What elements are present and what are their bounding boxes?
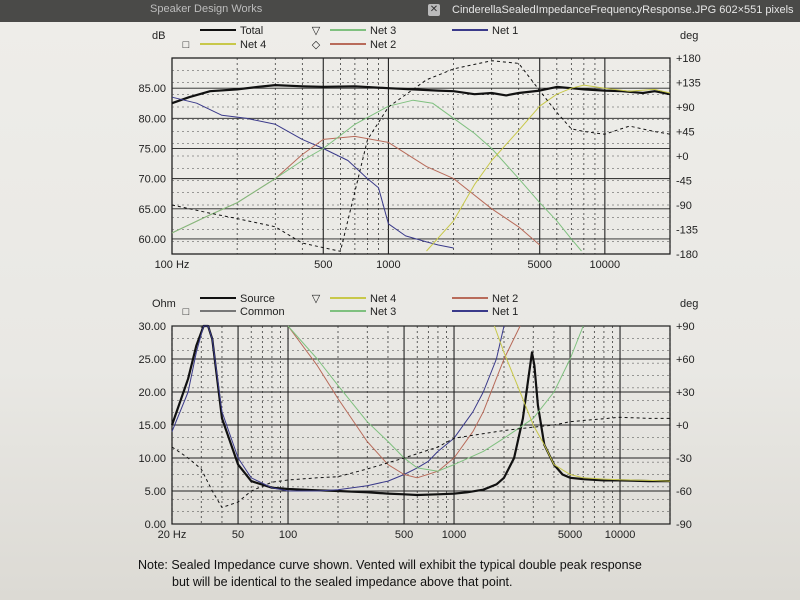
x-tick-label: 100	[279, 529, 297, 541]
series-line-source	[170, 324, 670, 497]
y-tick-label: 70.00	[138, 174, 166, 186]
y-tick-label: 15.00	[138, 420, 166, 432]
y2-axis-label: deg	[680, 30, 698, 42]
x-tick-label: 20 Hz	[158, 529, 187, 541]
x-tick-label: 5000	[558, 529, 582, 541]
legend-label: Net 4	[240, 39, 266, 51]
series-line-net-2	[171, 135, 541, 246]
series-line-net-1	[171, 96, 454, 249]
series-line-net-4	[493, 325, 671, 482]
y2-tick-label: -135	[676, 225, 698, 237]
x-tick-label: 100 Hz	[155, 259, 190, 271]
series-line-net-1	[171, 325, 505, 492]
legend-marker: □	[183, 39, 190, 51]
x-tick-label: 10000	[605, 529, 636, 541]
legend-label: Net 3	[370, 25, 396, 37]
y-tick-label: 25.00	[138, 354, 166, 366]
y2-tick-label: -30	[676, 453, 692, 465]
window-title-bar: Speaker Design Works ✕ CinderellaSealedI…	[0, 0, 800, 22]
legend-label: Source	[240, 293, 275, 305]
y2-tick-label: -90	[676, 519, 692, 531]
legend-label: Net 4	[370, 293, 396, 305]
legend-marker: □	[183, 306, 190, 318]
y2-tick-label: -180	[676, 249, 698, 261]
x-tick-label: 1000	[376, 259, 400, 271]
legend-marker: ▽	[312, 293, 321, 305]
series-line-net-2	[287, 325, 521, 479]
x-tick-label: 1000	[442, 529, 466, 541]
y2-tick-label: +90	[676, 321, 695, 333]
y2-tick-label: -90	[676, 200, 692, 212]
legend-label: Total	[240, 25, 263, 37]
legend-label: Net 2	[370, 39, 396, 51]
y2-tick-label: +90	[676, 102, 695, 114]
y2-tick-label: +60	[676, 354, 695, 366]
y-axis-label: dB	[152, 30, 165, 42]
series-line-net-3	[171, 99, 582, 252]
legend-label: Net 3	[370, 306, 396, 318]
series-line-total-phase	[171, 60, 671, 252]
y-tick-label: 85.00	[138, 83, 166, 95]
y-tick-label: 5.00	[145, 486, 166, 498]
note-line-2: but will be identical to the sealed impe…	[172, 575, 513, 589]
x-tick-label: 50	[232, 529, 244, 541]
series-line-total	[171, 83, 671, 105]
legend-label: Net 2	[492, 293, 518, 305]
y2-tick-label: -45	[676, 176, 692, 188]
legend-label: Net 1	[492, 306, 518, 318]
y-tick-label: 75.00	[138, 143, 166, 155]
y2-tick-label: +0	[676, 420, 689, 432]
y-tick-label: 65.00	[138, 204, 166, 216]
y-tick-label: 60.00	[138, 234, 166, 246]
y-tick-label: 20.00	[138, 387, 166, 399]
chart-1	[171, 29, 671, 255]
y2-tick-label: +30	[676, 387, 695, 399]
y2-tick-label: +0	[676, 151, 689, 163]
x-tick-label: 500	[395, 529, 413, 541]
note-line-1: Note: Sealed Impedance curve shown. Vent…	[138, 558, 642, 572]
tab-title[interactable]: CinderellaSealedImpedanceFrequencyRespon…	[452, 4, 794, 16]
legend-label: Net 1	[492, 25, 518, 37]
close-icon[interactable]: ✕	[428, 4, 440, 16]
x-tick-label: 500	[314, 259, 332, 271]
y-tick-label: 30.00	[138, 321, 166, 333]
series-line-net-3	[287, 325, 584, 472]
y2-tick-label: -60	[676, 486, 692, 498]
y-axis-label: Ohm	[152, 298, 176, 310]
y2-tick-label: +135	[676, 78, 701, 90]
y-tick-label: 10.00	[138, 453, 166, 465]
y-tick-label: 0.00	[145, 519, 166, 531]
app-title: Speaker Design Works	[150, 3, 263, 15]
series-line-net-4	[426, 84, 671, 252]
x-tick-label: 10000	[590, 259, 621, 271]
x-tick-label: 5000	[527, 259, 551, 271]
y2-tick-label: +180	[676, 53, 701, 65]
legend-label: Common	[240, 306, 285, 318]
legend-marker: ◇	[312, 39, 321, 51]
legend-marker: ▽	[312, 25, 321, 37]
y2-tick-label: +45	[676, 127, 695, 139]
y2-axis-label: deg	[680, 298, 698, 310]
y-tick-label: 80.00	[138, 113, 166, 125]
chart-2	[170, 297, 671, 525]
series-line-source-phase	[171, 416, 670, 508]
